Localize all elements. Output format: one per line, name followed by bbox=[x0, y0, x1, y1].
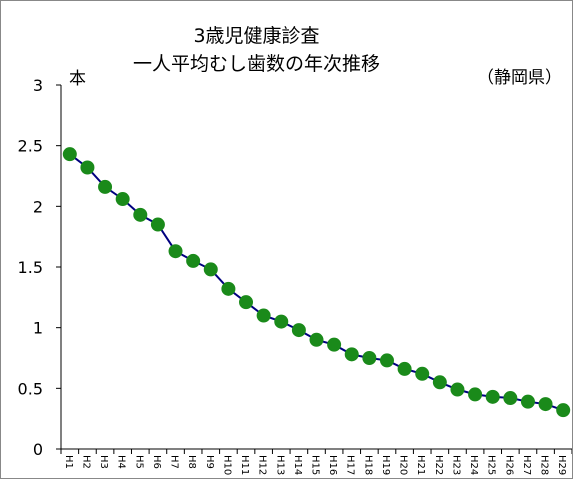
data-point bbox=[309, 332, 324, 347]
x-tick-label: H9 bbox=[204, 455, 215, 469]
data-point bbox=[432, 375, 447, 390]
x-tick-label: H14 bbox=[292, 455, 303, 475]
data-point bbox=[503, 391, 518, 406]
y-tick-label: 0 bbox=[33, 440, 43, 459]
data-point bbox=[397, 361, 412, 376]
data-point bbox=[150, 217, 165, 232]
x-tick-label: H11 bbox=[239, 455, 250, 475]
data-point bbox=[80, 160, 95, 175]
y-tick-label: 2 bbox=[33, 197, 43, 216]
data-point bbox=[186, 253, 201, 268]
y-tick-label: 3 bbox=[33, 76, 43, 95]
x-tick-label: H12 bbox=[257, 455, 268, 475]
x-tick-label: H16 bbox=[327, 455, 338, 475]
data-point bbox=[239, 295, 254, 310]
data-point bbox=[168, 244, 183, 259]
data-point bbox=[415, 366, 430, 381]
y-tick-label: 0.5 bbox=[18, 379, 43, 398]
x-tick-label: H7 bbox=[169, 455, 180, 469]
x-tick-label: H29 bbox=[556, 455, 567, 475]
y-tick-label: 1 bbox=[33, 319, 43, 338]
data-point bbox=[203, 262, 218, 277]
x-tick-label: H27 bbox=[521, 455, 532, 475]
x-tick-label: H23 bbox=[450, 455, 461, 475]
data-point bbox=[274, 314, 289, 329]
data-point bbox=[450, 382, 465, 397]
y-axis-unit-label: 本 bbox=[69, 69, 86, 89]
x-tick-label: H3 bbox=[98, 455, 109, 469]
x-tick-label: H5 bbox=[133, 455, 144, 469]
data-point bbox=[468, 387, 483, 402]
data-point bbox=[221, 281, 236, 296]
chart-subtitle: 一人平均むし歯数の年次推移 bbox=[132, 53, 380, 75]
data-point bbox=[291, 323, 306, 338]
data-point bbox=[62, 147, 77, 162]
data-point bbox=[520, 394, 535, 409]
region-label: （静岡県） bbox=[477, 68, 562, 88]
x-tick-label: H1 bbox=[63, 455, 74, 469]
y-tick-label: 2.5 bbox=[18, 137, 43, 156]
x-tick-label: H22 bbox=[433, 455, 444, 475]
x-tick-label: H6 bbox=[151, 455, 162, 469]
x-tick-label: H10 bbox=[221, 455, 232, 475]
x-tick-label: H8 bbox=[186, 455, 197, 469]
x-tick-label: H13 bbox=[274, 455, 285, 475]
x-tick-label: H25 bbox=[486, 455, 497, 475]
y-tick-label: 1.5 bbox=[18, 258, 43, 277]
x-tick-label: H4 bbox=[116, 455, 127, 469]
data-point bbox=[556, 403, 571, 418]
x-tick-label: H24 bbox=[468, 455, 479, 475]
x-tick-label: H17 bbox=[345, 455, 356, 475]
x-tick-label: H20 bbox=[398, 455, 409, 475]
x-tick-label: H26 bbox=[503, 455, 514, 475]
x-tick-label: H15 bbox=[310, 455, 321, 475]
data-point bbox=[362, 351, 377, 365]
x-tick-label: H2 bbox=[80, 455, 91, 469]
data-point bbox=[98, 179, 113, 194]
data-point bbox=[379, 353, 394, 368]
data-point bbox=[485, 389, 500, 404]
data-point bbox=[538, 397, 553, 412]
x-tick-label: H18 bbox=[362, 455, 373, 475]
x-tick-label: H21 bbox=[415, 455, 426, 475]
data-point bbox=[133, 207, 148, 222]
data-point bbox=[344, 347, 359, 362]
data-point bbox=[256, 308, 271, 323]
data-point bbox=[115, 192, 130, 207]
data-point bbox=[327, 337, 342, 352]
x-tick-label: H28 bbox=[539, 455, 550, 475]
chart-title: 3歳児健康診査 bbox=[193, 25, 320, 47]
x-tick-label: H19 bbox=[380, 455, 391, 475]
series-line bbox=[69, 153, 564, 412]
